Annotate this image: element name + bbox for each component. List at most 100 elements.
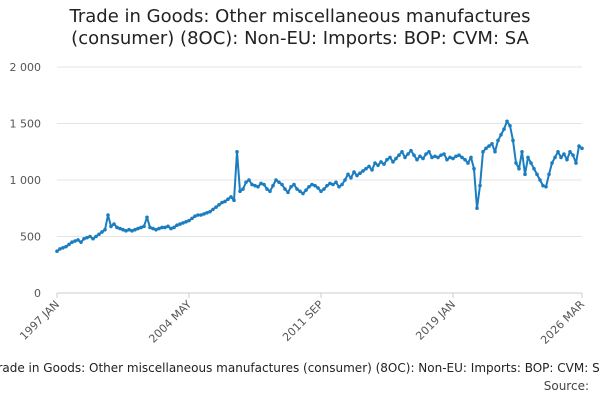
point xyxy=(196,213,200,217)
point xyxy=(307,184,311,189)
point xyxy=(388,155,392,160)
point xyxy=(97,232,101,237)
point xyxy=(532,166,536,171)
point xyxy=(67,242,71,247)
point xyxy=(322,187,326,191)
point xyxy=(469,155,473,160)
point xyxy=(520,149,524,154)
point xyxy=(406,152,410,156)
point xyxy=(85,235,89,240)
point xyxy=(421,156,425,161)
point xyxy=(223,199,227,204)
x-tick-label: 1997 JAN xyxy=(17,298,62,343)
point xyxy=(499,133,503,137)
point xyxy=(385,157,389,162)
point xyxy=(580,146,584,151)
point xyxy=(466,161,470,165)
point xyxy=(355,173,359,178)
point xyxy=(373,161,377,165)
footer: Trade in Goods: Other miscellaneous manu… xyxy=(0,361,600,375)
point xyxy=(544,184,548,189)
point xyxy=(256,184,260,189)
point xyxy=(427,149,431,154)
point xyxy=(112,222,116,226)
point xyxy=(115,225,119,230)
point xyxy=(199,213,203,217)
point xyxy=(367,164,371,169)
point xyxy=(346,172,350,177)
point xyxy=(418,154,422,159)
point xyxy=(214,205,218,209)
point xyxy=(535,172,539,177)
point xyxy=(481,149,485,154)
point xyxy=(124,229,128,233)
point xyxy=(103,227,107,232)
point xyxy=(181,221,185,225)
point xyxy=(217,203,221,207)
point xyxy=(364,166,368,171)
point xyxy=(283,187,287,191)
x-tick-label: 2019 JAN xyxy=(413,298,458,343)
point xyxy=(331,182,335,187)
point xyxy=(478,183,482,188)
point xyxy=(424,152,428,156)
point xyxy=(574,161,578,165)
point xyxy=(64,244,68,249)
point xyxy=(277,180,281,185)
point xyxy=(487,144,491,148)
point xyxy=(160,225,164,230)
point xyxy=(472,166,476,171)
point xyxy=(235,149,239,154)
point xyxy=(445,157,449,162)
point xyxy=(121,227,125,232)
point xyxy=(412,153,416,157)
source-label: Source: xyxy=(544,379,589,393)
point xyxy=(553,155,557,160)
point xyxy=(178,222,182,226)
point xyxy=(148,225,152,230)
point xyxy=(382,162,386,166)
point xyxy=(565,157,569,162)
point xyxy=(151,226,155,231)
point xyxy=(415,157,419,162)
point xyxy=(490,142,494,146)
point xyxy=(436,155,440,160)
point xyxy=(154,227,158,232)
point xyxy=(76,238,80,242)
point xyxy=(58,247,62,251)
point xyxy=(91,236,95,241)
point xyxy=(379,160,383,164)
point xyxy=(109,224,113,229)
point xyxy=(349,175,353,180)
y-tick-label: 2 000 xyxy=(10,61,42,74)
point xyxy=(556,149,560,154)
point xyxy=(106,213,110,217)
point xyxy=(505,119,509,124)
x-tick-label: 2004 MAY xyxy=(146,298,194,346)
point xyxy=(502,127,506,131)
point xyxy=(409,148,413,153)
point xyxy=(292,182,296,187)
point xyxy=(340,182,344,187)
point xyxy=(448,155,452,160)
point xyxy=(511,138,515,143)
point xyxy=(298,189,302,194)
point xyxy=(394,156,398,161)
point xyxy=(61,246,65,250)
point xyxy=(94,234,98,239)
point xyxy=(526,155,530,160)
point xyxy=(376,163,380,168)
point xyxy=(463,157,467,162)
point xyxy=(517,166,521,171)
point xyxy=(133,227,137,232)
x-tick-label: 2026 MAR xyxy=(538,298,587,347)
point xyxy=(127,227,131,232)
point xyxy=(145,215,149,220)
point xyxy=(73,239,77,243)
point xyxy=(169,226,173,231)
y-tick-label: 1 000 xyxy=(10,174,42,187)
point xyxy=(475,206,479,211)
point xyxy=(166,224,170,229)
point xyxy=(370,168,374,172)
